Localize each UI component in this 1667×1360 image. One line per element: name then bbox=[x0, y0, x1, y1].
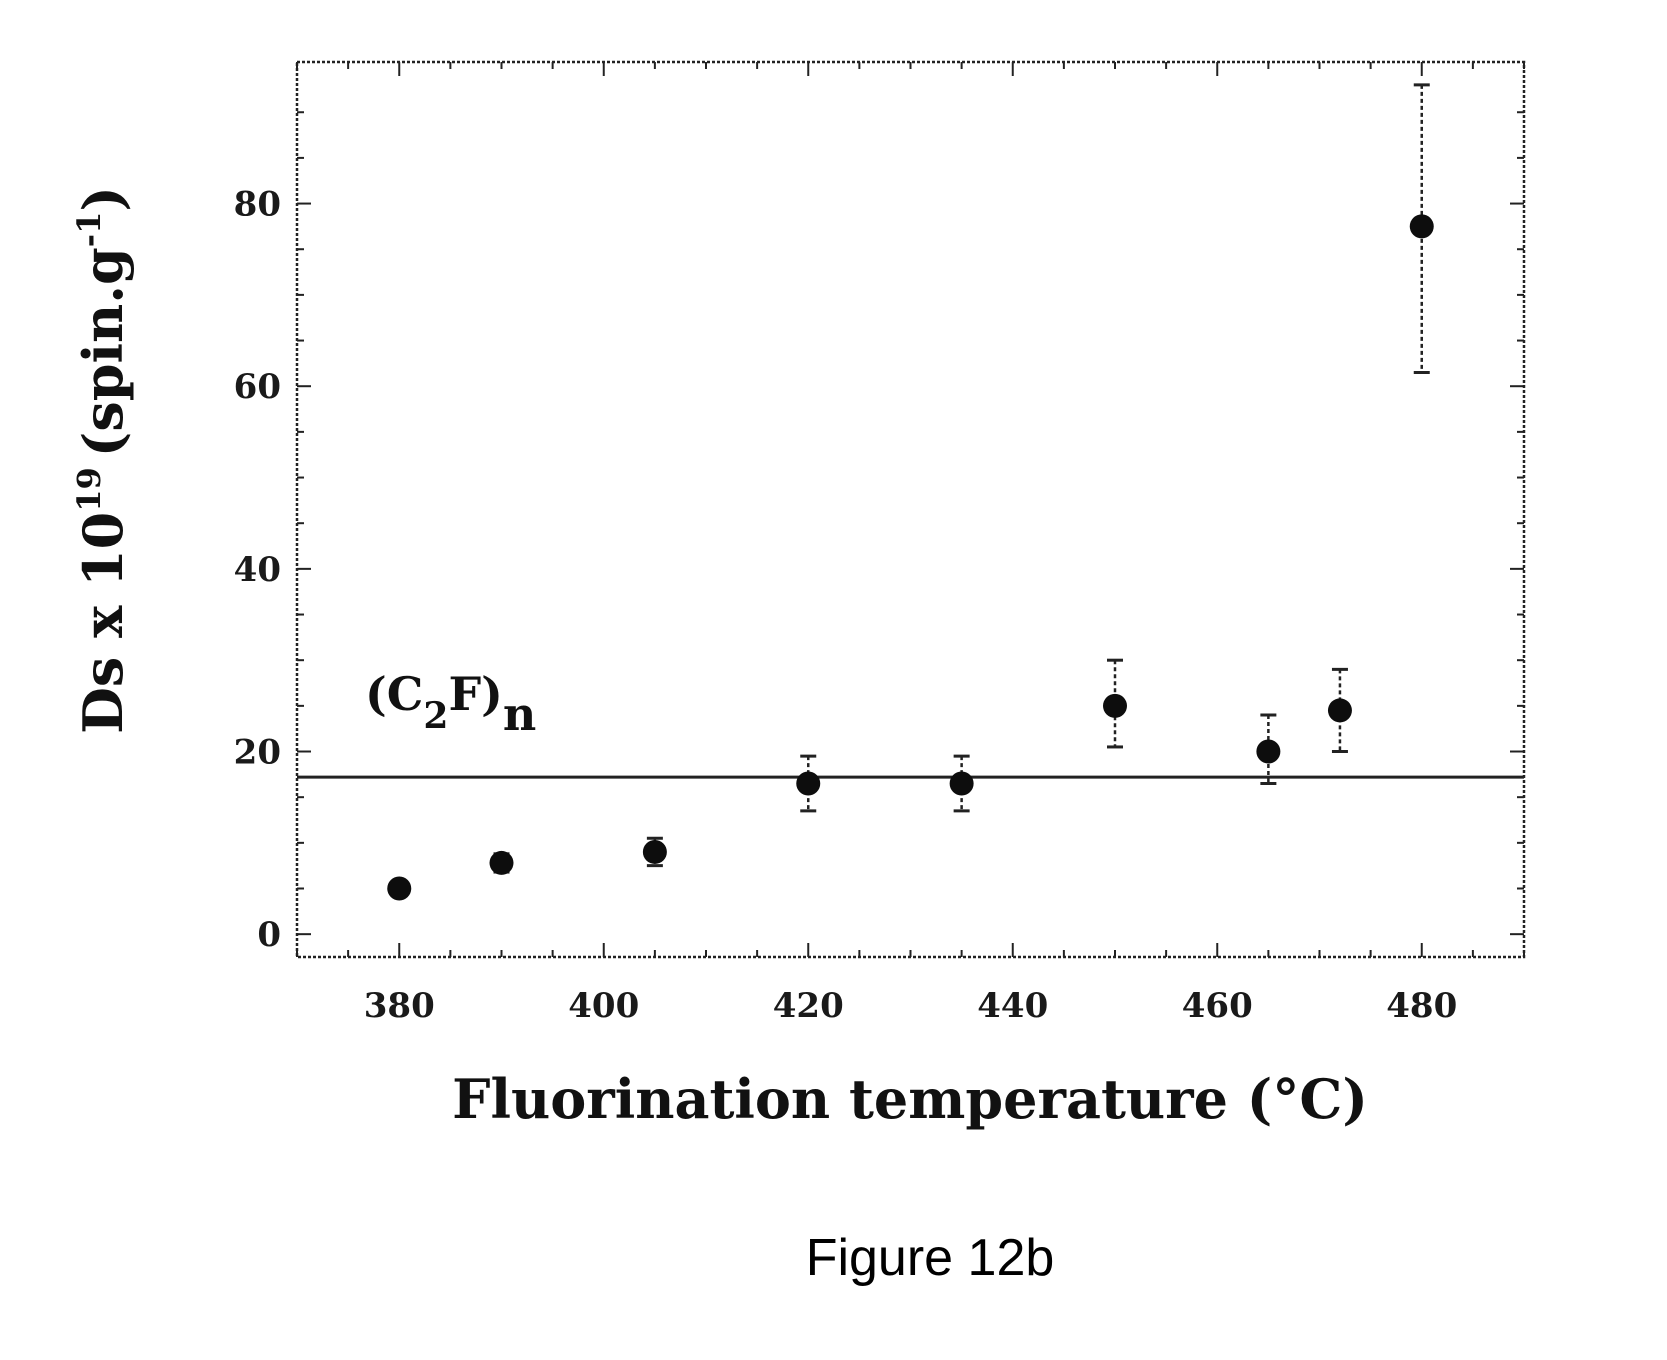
y-axis-ticks bbox=[297, 112, 1524, 934]
data-point bbox=[1256, 740, 1280, 764]
x-tick-label: 440 bbox=[977, 986, 1048, 1026]
x-axis-tick-labels: 380 400 420 440 460 480 bbox=[364, 986, 1457, 1026]
data-point bbox=[1328, 698, 1352, 722]
y-tick-label: 60 bbox=[234, 367, 281, 407]
y-tick-label: 20 bbox=[234, 733, 281, 773]
x-tick-label: 380 bbox=[364, 986, 435, 1026]
x-tick-label: 460 bbox=[1182, 986, 1253, 1026]
data-point bbox=[490, 851, 514, 875]
y-axis-title: Ds x 1019(spin.g-1) bbox=[70, 186, 135, 734]
data-point bbox=[643, 840, 667, 864]
x-axis-ticks bbox=[297, 62, 1524, 957]
data-point bbox=[796, 771, 820, 795]
y-tick-label: 40 bbox=[234, 550, 281, 590]
data-point bbox=[1103, 694, 1127, 718]
figure-caption: Figure 12b bbox=[806, 1229, 1055, 1287]
plot-frame bbox=[297, 62, 1524, 957]
x-tick-label: 480 bbox=[1386, 986, 1457, 1026]
x-tick-label: 400 bbox=[568, 986, 639, 1026]
data-point bbox=[950, 771, 974, 795]
data-point bbox=[1410, 214, 1434, 238]
x-axis-title: Fluorination temperature (°C) bbox=[452, 1067, 1368, 1131]
x-tick-label: 420 bbox=[773, 986, 844, 1026]
error-bars bbox=[494, 85, 1430, 872]
data-points bbox=[387, 214, 1434, 900]
data-point bbox=[387, 877, 411, 901]
y-axis-tick-labels: 0 20 40 60 80 bbox=[234, 185, 281, 956]
y-tick-label: 0 bbox=[257, 915, 281, 955]
reference-line-label: (C2F)n bbox=[365, 667, 536, 741]
y-tick-label: 80 bbox=[234, 185, 281, 225]
